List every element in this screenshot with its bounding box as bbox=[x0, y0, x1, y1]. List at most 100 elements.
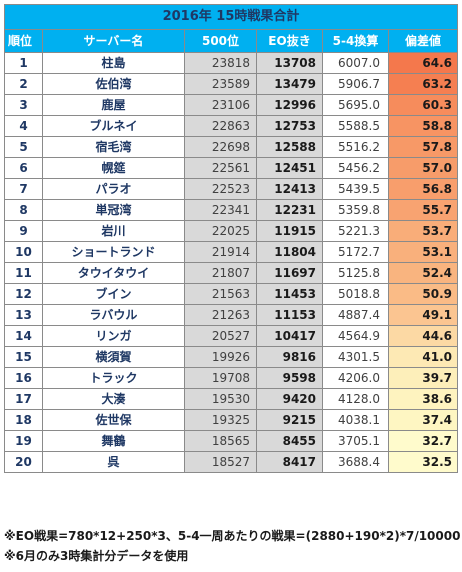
header-deviation: 偏差値 bbox=[388, 29, 458, 53]
cell-rank: 9 bbox=[4, 220, 43, 242]
cell-deviation: 64.6 bbox=[388, 52, 458, 74]
cell-deviation: 39.7 bbox=[388, 367, 458, 389]
cell-5-4-converted: 5695.0 bbox=[322, 94, 389, 116]
cell-eo-excluded-score: 12753 bbox=[256, 115, 323, 137]
table-title: 2016年 15時戦果合計 bbox=[4, 4, 458, 30]
cell-eo-excluded-score: 11453 bbox=[256, 283, 323, 305]
table-row: 1 柱島 23818 13708 6007.0 64.6 bbox=[4, 52, 458, 74]
cell-rank500-score: 22341 bbox=[184, 199, 257, 221]
cell-deviation: 58.8 bbox=[388, 115, 458, 137]
cell-server-name: タウイタウイ bbox=[42, 262, 185, 284]
cell-rank: 10 bbox=[4, 241, 43, 263]
cell-eo-excluded-score: 9598 bbox=[256, 367, 323, 389]
cell-eo-excluded-score: 11915 bbox=[256, 220, 323, 242]
cell-server-name: 幌筵 bbox=[42, 157, 185, 179]
cell-5-4-converted: 3705.1 bbox=[322, 430, 389, 452]
cell-deviation: 37.4 bbox=[388, 409, 458, 431]
cell-server-name: リンガ bbox=[42, 325, 185, 347]
cell-5-4-converted: 5439.5 bbox=[322, 178, 389, 200]
cell-rank500-score: 22698 bbox=[184, 136, 257, 158]
cell-eo-excluded-score: 12231 bbox=[256, 199, 323, 221]
cell-deviation: 41.0 bbox=[388, 346, 458, 368]
cell-5-4-converted: 6007.0 bbox=[322, 52, 389, 74]
cell-eo-excluded-score: 12413 bbox=[256, 178, 323, 200]
cell-rank500-score: 18565 bbox=[184, 430, 257, 452]
footnote-june-data: ※6月のみ3時集計分データを使用 bbox=[4, 549, 189, 563]
header-5-4-converted: 5-4換算 bbox=[322, 29, 389, 53]
cell-rank: 2 bbox=[4, 73, 43, 95]
table-row: 5 宿毛湾 22698 12588 5516.2 57.8 bbox=[4, 136, 458, 158]
cell-rank: 14 bbox=[4, 325, 43, 347]
cell-rank500-score: 21914 bbox=[184, 241, 257, 263]
cell-5-4-converted: 5588.5 bbox=[322, 115, 389, 137]
cell-server-name: 横須賀 bbox=[42, 346, 185, 368]
cell-5-4-converted: 5516.2 bbox=[322, 136, 389, 158]
cell-rank: 13 bbox=[4, 304, 43, 326]
cell-5-4-converted: 5172.7 bbox=[322, 241, 389, 263]
cell-rank500-score: 23589 bbox=[184, 73, 257, 95]
cell-rank: 16 bbox=[4, 367, 43, 389]
cell-rank500-score: 20527 bbox=[184, 325, 257, 347]
cell-server-name: 柱島 bbox=[42, 52, 185, 74]
cell-5-4-converted: 5456.2 bbox=[322, 157, 389, 179]
table-row: 6 幌筵 22561 12451 5456.2 57.0 bbox=[4, 157, 458, 179]
cell-deviation: 53.7 bbox=[388, 220, 458, 242]
table-row: 20 呉 18527 8417 3688.4 32.5 bbox=[4, 451, 458, 473]
cell-rank500-score: 19926 bbox=[184, 346, 257, 368]
cell-5-4-converted: 5125.8 bbox=[322, 262, 389, 284]
table-row: 4 ブルネイ 22863 12753 5588.5 58.8 bbox=[4, 115, 458, 137]
cell-eo-excluded-score: 13708 bbox=[256, 52, 323, 74]
cell-deviation: 53.1 bbox=[388, 241, 458, 263]
cell-server-name: 単冠湾 bbox=[42, 199, 185, 221]
cell-rank: 1 bbox=[4, 52, 43, 74]
cell-rank: 11 bbox=[4, 262, 43, 284]
table-row: 19 舞鶴 18565 8455 3705.1 32.7 bbox=[4, 430, 458, 452]
cell-rank500-score: 21263 bbox=[184, 304, 257, 326]
table-row: 12 ブイン 21563 11453 5018.8 50.9 bbox=[4, 283, 458, 305]
cell-5-4-converted: 4887.4 bbox=[322, 304, 389, 326]
cell-deviation: 52.4 bbox=[388, 262, 458, 284]
cell-rank: 6 bbox=[4, 157, 43, 179]
cell-deviation: 60.3 bbox=[388, 94, 458, 116]
cell-rank: 15 bbox=[4, 346, 43, 368]
ranking-table: 2016年 15時戦果合計 順位 サーバー名 500位 EO抜き 5-4換算 偏… bbox=[4, 4, 458, 473]
cell-rank: 19 bbox=[4, 430, 43, 452]
cell-server-name: パラオ bbox=[42, 178, 185, 200]
cell-rank: 5 bbox=[4, 136, 43, 158]
table-row: 3 鹿屋 23106 12996 5695.0 60.3 bbox=[4, 94, 458, 116]
cell-deviation: 56.8 bbox=[388, 178, 458, 200]
cell-5-4-converted: 4128.0 bbox=[322, 388, 389, 410]
cell-eo-excluded-score: 12996 bbox=[256, 94, 323, 116]
cell-server-name: ラバウル bbox=[42, 304, 185, 326]
cell-eo-excluded-score: 10417 bbox=[256, 325, 323, 347]
header-server: サーバー名 bbox=[42, 29, 185, 53]
table-row: 18 佐世保 19325 9215 4038.1 37.4 bbox=[4, 409, 458, 431]
cell-eo-excluded-score: 12588 bbox=[256, 136, 323, 158]
table-row: 13 ラバウル 21263 11153 4887.4 49.1 bbox=[4, 304, 458, 326]
cell-server-name: 宿毛湾 bbox=[42, 136, 185, 158]
header-row: 順位 サーバー名 500位 EO抜き 5-4換算 偏差値 bbox=[4, 29, 458, 53]
cell-server-name: トラック bbox=[42, 367, 185, 389]
cell-eo-excluded-score: 11804 bbox=[256, 241, 323, 263]
cell-rank500-score: 22025 bbox=[184, 220, 257, 242]
cell-deviation: 32.7 bbox=[388, 430, 458, 452]
cell-server-name: 舞鶴 bbox=[42, 430, 185, 452]
cell-eo-excluded-score: 13479 bbox=[256, 73, 323, 95]
cell-server-name: ブイン bbox=[42, 283, 185, 305]
cell-rank: 20 bbox=[4, 451, 43, 473]
table-row: 15 横須賀 19926 9816 4301.5 41.0 bbox=[4, 346, 458, 368]
cell-deviation: 63.2 bbox=[388, 73, 458, 95]
cell-rank: 18 bbox=[4, 409, 43, 431]
cell-rank500-score: 19530 bbox=[184, 388, 257, 410]
cell-deviation: 49.1 bbox=[388, 304, 458, 326]
table-row: 10 ショートランド 21914 11804 5172.7 53.1 bbox=[4, 241, 458, 263]
cell-rank: 7 bbox=[4, 178, 43, 200]
cell-eo-excluded-score: 9215 bbox=[256, 409, 323, 431]
cell-rank500-score: 18527 bbox=[184, 451, 257, 473]
cell-5-4-converted: 4206.0 bbox=[322, 367, 389, 389]
cell-rank: 4 bbox=[4, 115, 43, 137]
footnotes: ※EO戦果=780*12+250*3、5-4一周あたりの戦果=(2880+190… bbox=[4, 526, 460, 566]
cell-rank500-score: 23106 bbox=[184, 94, 257, 116]
cell-server-name: ショートランド bbox=[42, 241, 185, 263]
cell-rank: 8 bbox=[4, 199, 43, 221]
